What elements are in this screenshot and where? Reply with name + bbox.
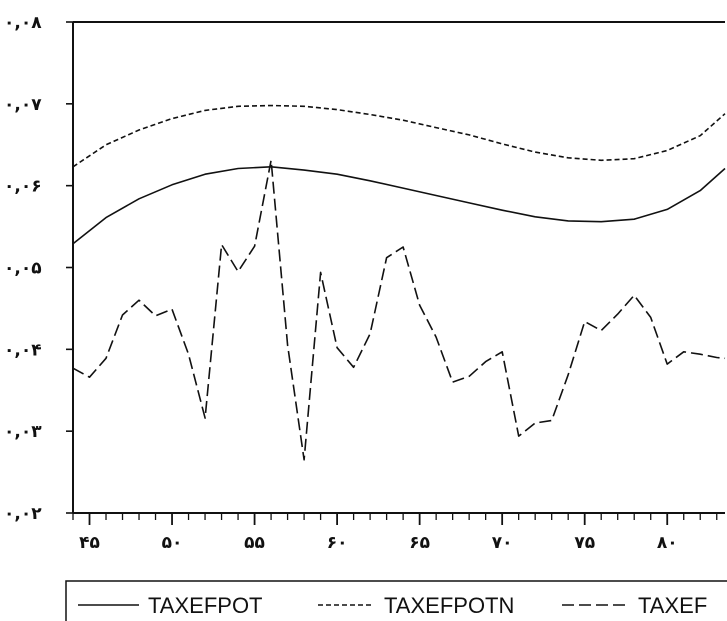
legend: TAXEFPOT TAXEFPOTN TAXEF [65,580,727,621]
x-tick-label: ۶۰ [327,533,348,553]
series-layer [72,104,726,461]
x-tick-label: ۸۰ [657,533,678,553]
x-tick-label: ۵۵ [244,533,265,553]
series-line-taxef [72,159,726,461]
x-tick-label: ۷۵ [574,533,595,553]
legend-label-taxefpotn: TAXEFPOTN [384,593,514,618]
x-tick-label: ۷۰ [492,533,513,553]
x-axis-ticks: ۴۵ ۵۰ ۵۵ ۶۰ ۶۵ ۷۰ ۷۵ ۸۰ [72,513,718,553]
y-tick-label: ۰,۰۴ [4,340,42,360]
y-tick-label: ۰,۰۶ [4,177,42,197]
series-line-taxefpot [72,166,726,245]
x-tick-label: ۶۵ [409,533,430,553]
frame-layer [72,21,725,514]
legend-box [65,580,727,621]
y-tick-label: ۰,۰۵ [4,259,42,279]
y-tick-label: ۰,۰۷ [4,95,42,115]
y-axis-ticks: ۰,۰۲ ۰,۰۳ ۰,۰۴ ۰,۰۵ ۰,۰۶ ۰,۰۷ ۰,۰۸ [4,13,73,524]
y-tick-label: ۰,۰۸ [4,13,42,33]
y-tick-label: ۰,۰۳ [4,422,42,442]
x-tick-label: ۵۰ [162,533,183,553]
series-line-taxefpotn [72,104,726,168]
x-tick-label: ۴۵ [79,533,100,553]
legend-label-taxefpot: TAXEFPOT [148,593,263,618]
y-tick-label: ۰,۰۲ [4,504,42,524]
legend-label-taxef: TAXEF [638,593,707,618]
